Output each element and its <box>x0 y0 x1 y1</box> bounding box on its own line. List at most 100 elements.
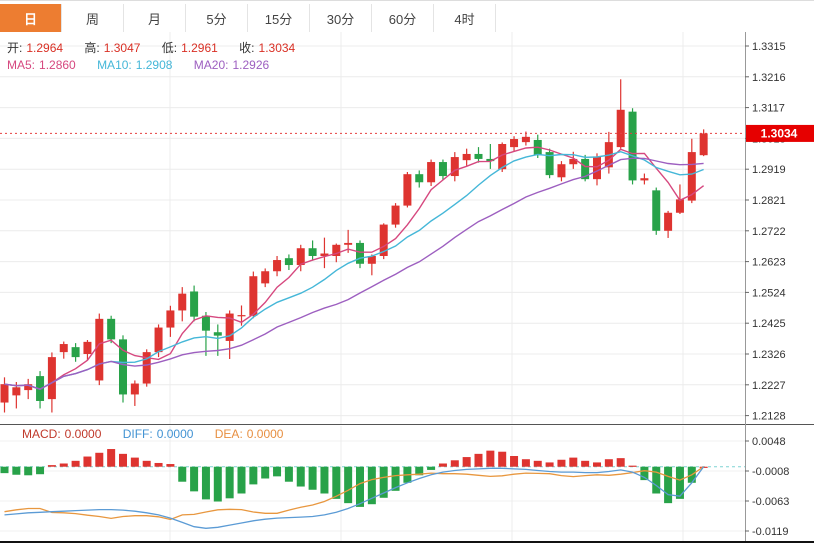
dea-line <box>4 466 704 521</box>
tab-60min[interactable]: 60分 <box>372 4 434 32</box>
tab-4hour[interactable]: 4时 <box>434 4 496 32</box>
candle-body <box>296 248 305 266</box>
macd-hist-bar <box>0 466 9 474</box>
macd-hist-bar <box>498 451 507 467</box>
macd-hist-bar <box>533 460 542 467</box>
tab-day[interactable]: 日 <box>0 4 62 32</box>
diff-value: 0.0000 <box>156 427 194 441</box>
macd-hist-bar <box>47 465 56 467</box>
macd-hist-bar <box>142 460 151 467</box>
macd-hist-bar <box>474 453 483 467</box>
macd-hist-bar <box>557 459 566 467</box>
macd-axis-label: -0.0008 <box>752 466 789 478</box>
macd-label: MACD: <box>22 427 61 441</box>
ma5-label: MA5: <box>7 58 36 72</box>
macd-hist-bar <box>71 460 80 467</box>
open-label: 开: <box>7 41 23 55</box>
tab-month[interactable]: 月 <box>124 4 186 32</box>
ma5-line <box>4 146 705 390</box>
macd-hist-bar <box>628 465 637 467</box>
candle-body <box>521 136 530 143</box>
ohlc-readout: 开: 1.2964 高: 1.3047 低: 1.2961 收: 1.3034 <box>7 39 313 56</box>
candle-body <box>130 383 139 395</box>
candle-body <box>261 271 270 284</box>
macd-hist-bar <box>190 466 199 492</box>
period-tabbar: 日 周 月 5分 15分 30分 60分 4时 <box>0 1 814 32</box>
macd-hist-bar <box>332 466 341 499</box>
macd-hist-bar <box>569 457 578 467</box>
macd-hist-bar <box>486 450 495 467</box>
candle-body <box>59 344 68 353</box>
candle-body <box>652 190 661 231</box>
candle-body <box>320 253 329 256</box>
candle-body <box>640 178 649 181</box>
macd-value: 0.0000 <box>64 427 102 441</box>
candle-body <box>356 242 364 264</box>
candle-body <box>142 352 151 384</box>
macd-hist-bar <box>59 463 68 467</box>
candle-body <box>557 164 566 178</box>
price-axis-label: 1.2425 <box>752 318 786 330</box>
macd-hist-bar <box>296 466 305 487</box>
macd-hist-bar <box>367 466 376 505</box>
candle-body <box>415 174 424 183</box>
macd-axis-label: -0.0063 <box>752 496 789 508</box>
macd-hist-bar <box>95 452 104 467</box>
macd-hist-bar <box>344 466 353 504</box>
candle-body <box>201 315 210 331</box>
candle-body <box>344 242 353 245</box>
tab-5min[interactable]: 5分 <box>186 4 248 32</box>
macd-hist-bar <box>308 466 317 490</box>
macd-hist-bar <box>379 466 388 498</box>
macd-hist-bar <box>664 466 673 504</box>
price-axis-label: 1.2919 <box>752 164 786 176</box>
macd-hist-bar <box>415 466 424 476</box>
candle-body <box>438 162 447 177</box>
macd-hist-bar <box>178 466 187 482</box>
tab-week[interactable]: 周 <box>62 4 124 32</box>
close-label: 收: <box>239 41 255 55</box>
diff-line <box>4 466 705 529</box>
high-value: 1.3047 <box>103 41 141 55</box>
low-value: 1.2961 <box>181 41 218 55</box>
macd-hist-bar <box>616 458 625 467</box>
macd-hist-bar <box>604 459 613 467</box>
macd-hist-bar <box>510 456 519 467</box>
candle-body <box>47 357 56 400</box>
candle-body <box>308 248 317 256</box>
macd-hist-bar <box>237 466 246 494</box>
macd-hist-bar <box>545 462 554 467</box>
high-label: 高: <box>84 41 100 55</box>
macd-hist-bar <box>83 456 92 467</box>
candle-body <box>190 291 199 317</box>
candle-body <box>249 276 258 316</box>
tab-30min[interactable]: 30分 <box>310 4 372 32</box>
tab-15min[interactable]: 15分 <box>248 4 310 32</box>
macd-hist-bar <box>427 466 436 470</box>
candle-body <box>593 156 601 180</box>
macd-hist-bar <box>521 459 530 467</box>
price-axis-label: 1.2128 <box>752 411 786 423</box>
candle-body <box>225 313 234 341</box>
macd-hist-bar <box>154 462 163 467</box>
candle-body <box>367 256 376 264</box>
candle-body <box>616 109 625 148</box>
macd-hist-bar <box>130 457 139 467</box>
ma5-value: 1.2860 <box>39 58 76 72</box>
macd-axis-label: -0.0119 <box>752 526 789 538</box>
candle-body <box>178 293 187 311</box>
current-price-tag <box>746 124 814 142</box>
macd-hist-bar <box>273 466 282 477</box>
ma10-line <box>4 150 704 390</box>
macd-readout: MACD: 0.0000 DIFF: 0.0000 DEA: 0.0000 <box>22 427 301 441</box>
macd-hist-bar <box>119 453 127 467</box>
low-label: 低: <box>161 41 178 55</box>
ma20-value: 1.2926 <box>232 58 270 72</box>
price-axis-label: 1.2623 <box>752 257 786 269</box>
diff-label: DIFF: <box>122 427 153 441</box>
macd-hist-bar <box>320 466 329 494</box>
candle-body <box>498 144 507 170</box>
close-value: 1.3034 <box>258 41 296 55</box>
candle-body <box>332 244 341 256</box>
